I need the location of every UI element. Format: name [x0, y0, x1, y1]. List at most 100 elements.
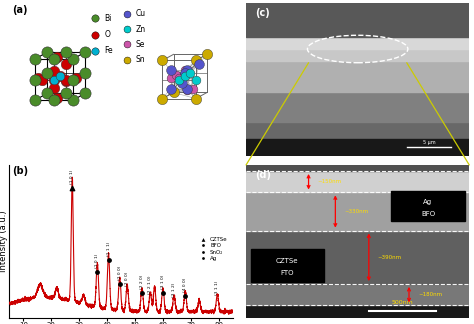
Bar — [246, 141, 469, 156]
Point — [123, 42, 130, 47]
Text: (b): (b) — [12, 167, 28, 177]
Point — [31, 98, 39, 103]
Point — [178, 80, 186, 85]
Text: Se: Se — [136, 40, 145, 49]
Bar — [246, 171, 469, 192]
Point — [38, 77, 46, 82]
Point — [170, 90, 177, 95]
Point — [105, 257, 112, 262]
Point — [182, 294, 189, 299]
Text: ~330nm: ~330nm — [344, 209, 368, 214]
Point — [44, 91, 51, 96]
Point — [69, 77, 77, 82]
Point — [123, 11, 130, 17]
Text: (d): (d) — [255, 169, 271, 179]
Point — [50, 77, 58, 82]
Point — [93, 269, 101, 274]
Y-axis label: Intensity (a.u.): Intensity (a.u.) — [0, 210, 8, 272]
Point — [167, 68, 174, 73]
Point — [186, 71, 194, 76]
Point — [203, 52, 211, 57]
Bar — [246, 92, 469, 122]
Point — [63, 77, 70, 82]
Text: Sn: Sn — [136, 55, 145, 64]
Text: 5 μm: 5 μm — [423, 140, 436, 145]
Point — [159, 291, 167, 296]
Bar — [391, 191, 465, 221]
Text: Ag: Ag — [423, 199, 433, 204]
Point — [91, 48, 99, 53]
Point — [173, 72, 180, 77]
Bar — [246, 3, 469, 37]
Text: (3 1 1): (3 1 1) — [215, 281, 219, 295]
Text: ~180nm: ~180nm — [418, 292, 442, 297]
Point — [31, 56, 39, 62]
Point — [63, 91, 70, 96]
Text: O: O — [104, 30, 110, 39]
Text: (1 0 1): (1 0 1) — [95, 254, 100, 268]
Point — [50, 69, 58, 74]
Point — [159, 58, 166, 63]
Point — [159, 96, 166, 101]
Point — [50, 85, 58, 90]
Point — [116, 281, 123, 286]
Point — [181, 68, 189, 73]
Point — [44, 70, 51, 75]
Text: (4 0 0): (4 0 0) — [183, 278, 187, 292]
Point — [63, 62, 70, 67]
Point — [35, 75, 42, 80]
Point — [91, 16, 99, 21]
Text: (3 1 0): (3 1 0) — [161, 275, 165, 289]
Point — [123, 27, 130, 32]
Text: Zn: Zn — [136, 25, 146, 34]
Point — [82, 50, 89, 55]
Point — [192, 96, 200, 101]
Point — [50, 77, 58, 82]
Point — [68, 185, 76, 191]
Bar — [246, 122, 469, 141]
Bar — [251, 249, 324, 283]
Bar — [246, 139, 469, 156]
Point — [50, 98, 58, 103]
Point — [195, 62, 202, 67]
Text: FTO: FTO — [281, 270, 294, 276]
Text: (3 1 2): (3 1 2) — [172, 283, 176, 297]
Point — [138, 291, 146, 296]
Point — [184, 87, 191, 93]
Text: (1 0 1): (1 0 1) — [70, 170, 74, 184]
Bar — [246, 49, 469, 61]
Text: ~390nm: ~390nm — [378, 255, 402, 260]
Point — [82, 91, 89, 96]
Text: Bi: Bi — [104, 14, 112, 23]
Bar — [246, 192, 469, 231]
Point — [184, 68, 191, 73]
Point — [73, 75, 80, 80]
Point — [181, 71, 189, 76]
Text: (c): (c) — [255, 8, 270, 18]
Point — [192, 58, 200, 63]
Point — [69, 98, 77, 103]
Point — [56, 74, 64, 79]
Text: 500nm: 500nm — [392, 300, 413, 305]
Text: (2 0 0): (2 0 0) — [118, 266, 122, 280]
Point — [69, 56, 77, 62]
Point — [54, 55, 61, 60]
Bar — [246, 284, 469, 305]
Point — [63, 78, 70, 84]
Bar — [246, 165, 469, 171]
Bar — [246, 305, 469, 318]
Text: Fe: Fe — [104, 46, 113, 55]
Point — [192, 77, 200, 82]
Point — [184, 86, 191, 91]
Point — [181, 74, 189, 79]
Text: (2 2 1 0): (2 2 1 0) — [148, 275, 152, 294]
Point — [82, 70, 89, 75]
Text: Cu: Cu — [136, 9, 146, 18]
Point — [31, 77, 39, 82]
Legend: CZTSe, BFO, SnO₂, Ag: CZTSe, BFO, SnO₂, Ag — [196, 235, 230, 263]
Text: (2 2 0): (2 2 0) — [140, 275, 144, 289]
Point — [63, 50, 70, 55]
Point — [175, 75, 183, 81]
Point — [167, 86, 174, 91]
Point — [54, 96, 61, 101]
